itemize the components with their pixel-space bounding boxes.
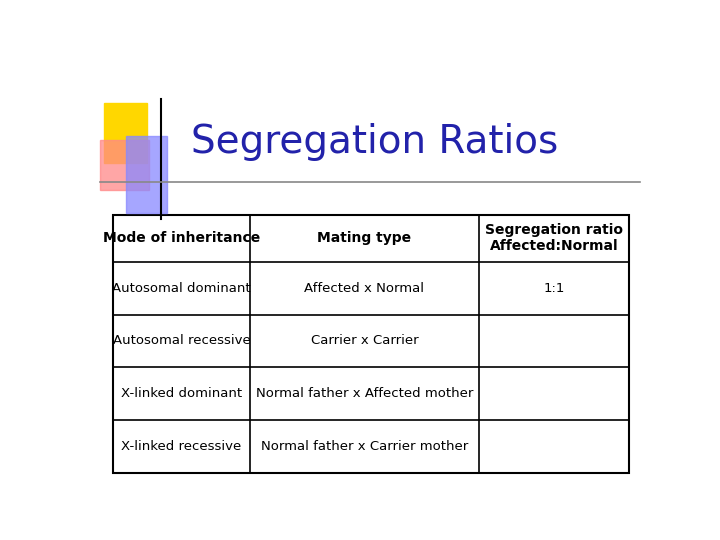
Text: Mode of inheritance: Mode of inheritance [103,232,260,245]
Bar [104,103,147,164]
Text: X-linked recessive: X-linked recessive [122,440,242,453]
Text: Carrier x Carrier: Carrier x Carrier [311,334,418,348]
Text: Normal father x Carrier mother: Normal father x Carrier mother [261,440,468,453]
Text: Segregation Ratios: Segregation Ratios [191,123,558,161]
Bar [100,140,149,190]
Bar [113,215,629,473]
Bar [127,136,167,213]
Text: Autosomal recessive: Autosomal recessive [112,334,251,348]
Text: Autosomal dominant: Autosomal dominant [112,282,251,295]
Text: X-linked dominant: X-linked dominant [121,387,242,400]
Text: 1:1: 1:1 [543,282,564,295]
Text: Normal father x Affected mother: Normal father x Affected mother [256,387,473,400]
Text: Mating type: Mating type [318,232,412,245]
Text: Segregation ratio
Affected:Normal: Segregation ratio Affected:Normal [485,224,623,253]
Text: Affected x Normal: Affected x Normal [305,282,425,295]
